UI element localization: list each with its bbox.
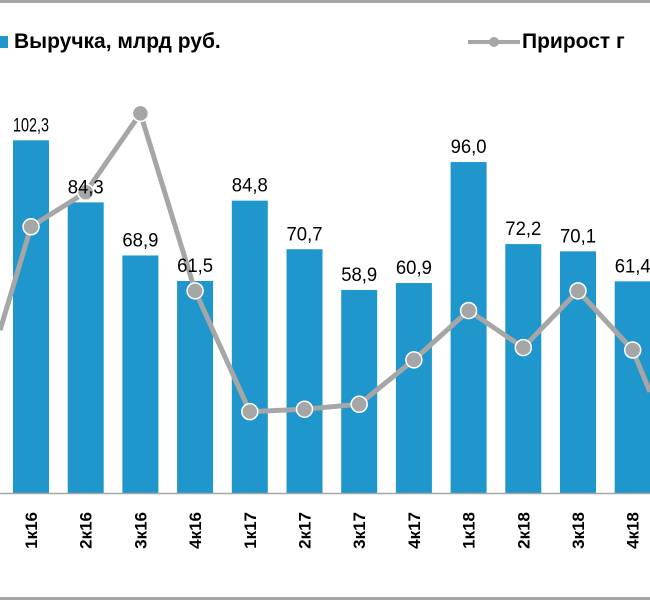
growth-point-1к17 — [241, 402, 259, 421]
data-label-1к17: 84,8 — [232, 176, 268, 197]
bar-1к17 — [231, 200, 268, 493]
bar-3к16 — [122, 255, 159, 493]
data-label-3к16: 68,9 — [122, 230, 158, 251]
x-tick-label-1к17: 1к17 — [241, 512, 260, 549]
bar-4к18 — [614, 281, 650, 493]
growth-line — [0, 110, 650, 415]
data-label-1к16: 102,3 — [13, 115, 49, 136]
growth-point-1к16 — [22, 218, 40, 236]
x-tick-label-1к16: 1к16 — [22, 512, 41, 549]
bottom-border — [0, 597, 650, 600]
growth-point-3к17 — [350, 395, 368, 414]
data-label-3к18: 70,1 — [560, 226, 596, 247]
data-label-4к16: 61,5 — [177, 256, 213, 277]
x-tick-label-4к17: 4к17 — [405, 512, 424, 549]
growth-point-4к18 — [623, 341, 642, 359]
x-tick-label-3к18: 3к18 — [569, 512, 588, 549]
bar-2к17 — [286, 249, 323, 493]
data-label-4к18: 61,4 — [615, 256, 650, 277]
x-tick-label-3к17: 3к17 — [350, 512, 369, 549]
legend-line-swatch — [468, 35, 520, 49]
x-tick-label-2к16: 2к16 — [77, 512, 96, 549]
data-label-1к18: 96,0 — [451, 137, 487, 158]
data-label-2к17: 70,7 — [287, 224, 323, 245]
growth-point-4к17 — [405, 351, 423, 369]
growth-point-2к17 — [295, 400, 314, 418]
legend-item-revenue: Выручка, млрд руб. — [0, 30, 221, 54]
x-tick-label-4к16: 4к16 — [186, 512, 205, 549]
x-tick-label-2к18: 2к18 — [514, 512, 533, 549]
data-label-3к17: 58,9 — [341, 265, 377, 286]
growth-point-2к18 — [514, 338, 533, 357]
growth-point-4к16 — [186, 282, 204, 300]
x-tick-label-4к18: 4к18 — [624, 512, 643, 549]
legend-label-growth: Прирост г — [522, 30, 625, 53]
bar-1к16 — [13, 140, 49, 494]
growth-point-2к16 — [76, 183, 95, 202]
bar-1к18 — [450, 162, 487, 493]
growth-point-3к16 — [131, 104, 150, 123]
bar-2к16 — [67, 202, 104, 493]
data-label-4к17: 60,9 — [396, 258, 432, 279]
x-tick-label-2к17: 2к17 — [296, 512, 315, 549]
x-tick-label-1к18: 1к18 — [460, 512, 479, 549]
legend-bar-swatch — [0, 36, 8, 48]
x-tick-label-3к16: 3к16 — [131, 512, 150, 549]
legend-item-growth: Прирост г — [468, 30, 625, 54]
bar-4к17 — [395, 283, 432, 493]
growth-point-3к18 — [569, 282, 587, 300]
legend-label-revenue: Выручка, млрд руб. — [14, 30, 221, 53]
data-label-2к16: 84,3 — [68, 177, 104, 198]
bar-2к18 — [505, 244, 542, 493]
growth-point-1к18 — [459, 301, 478, 320]
top-border — [0, 0, 650, 3]
data-label-2к18: 72,2 — [505, 219, 541, 240]
